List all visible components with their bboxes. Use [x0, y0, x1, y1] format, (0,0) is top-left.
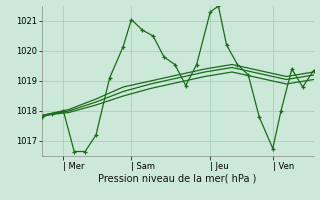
X-axis label: Pression niveau de la mer( hPa ): Pression niveau de la mer( hPa ) [99, 173, 257, 183]
